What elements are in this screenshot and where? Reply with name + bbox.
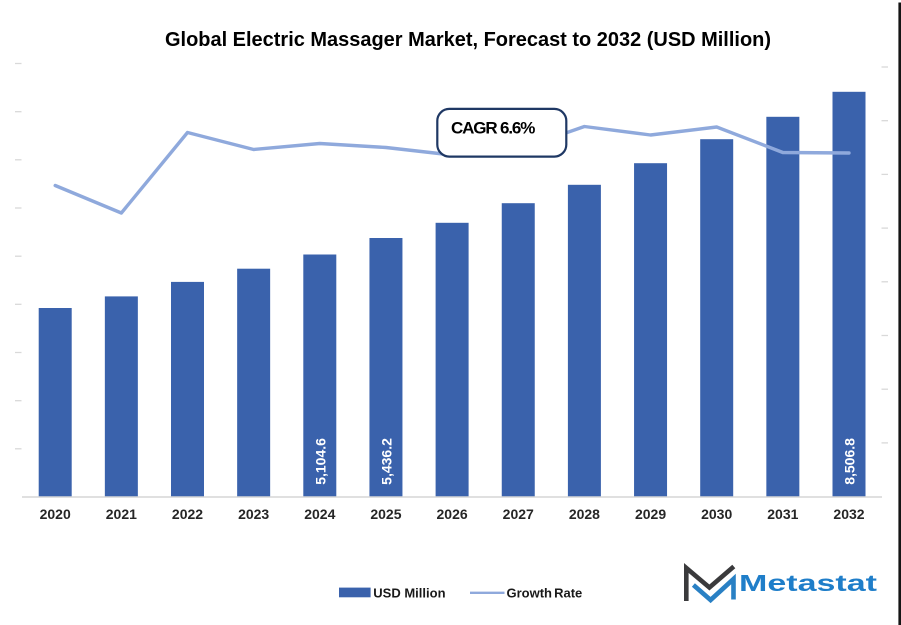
svg-text:2029: 2029 (635, 506, 666, 522)
svg-text:Global Electric Massager Marke: Global Electric Massager Market, Forecas… (165, 29, 771, 51)
svg-text:2027: 2027 (503, 506, 534, 522)
svg-text:5,104.6: 5,104.6 (312, 438, 328, 485)
svg-text:2023: 2023 (238, 506, 269, 522)
svg-text:2031: 2031 (767, 506, 798, 522)
svg-text:USD Million: USD Million (373, 586, 445, 601)
svg-text:2021: 2021 (106, 506, 137, 522)
svg-text:2030: 2030 (701, 506, 732, 522)
svg-text:2026: 2026 (437, 506, 468, 522)
svg-text:2024: 2024 (304, 506, 335, 522)
svg-text:2025: 2025 (370, 506, 401, 522)
svg-text:2032: 2032 (833, 506, 864, 522)
svg-text:2028: 2028 (569, 506, 600, 522)
svg-text:8,506.8: 8,506.8 (842, 438, 858, 485)
svg-text:2022: 2022 (172, 506, 203, 522)
svg-text:CAGR 6.6%: CAGR 6.6% (451, 119, 535, 138)
svg-text:5,436.2: 5,436.2 (378, 438, 394, 485)
svg-text:2020: 2020 (40, 506, 71, 522)
svg-text:Metastat: Metastat (739, 570, 877, 596)
svg-text:Growth Rate: Growth Rate (507, 586, 583, 601)
